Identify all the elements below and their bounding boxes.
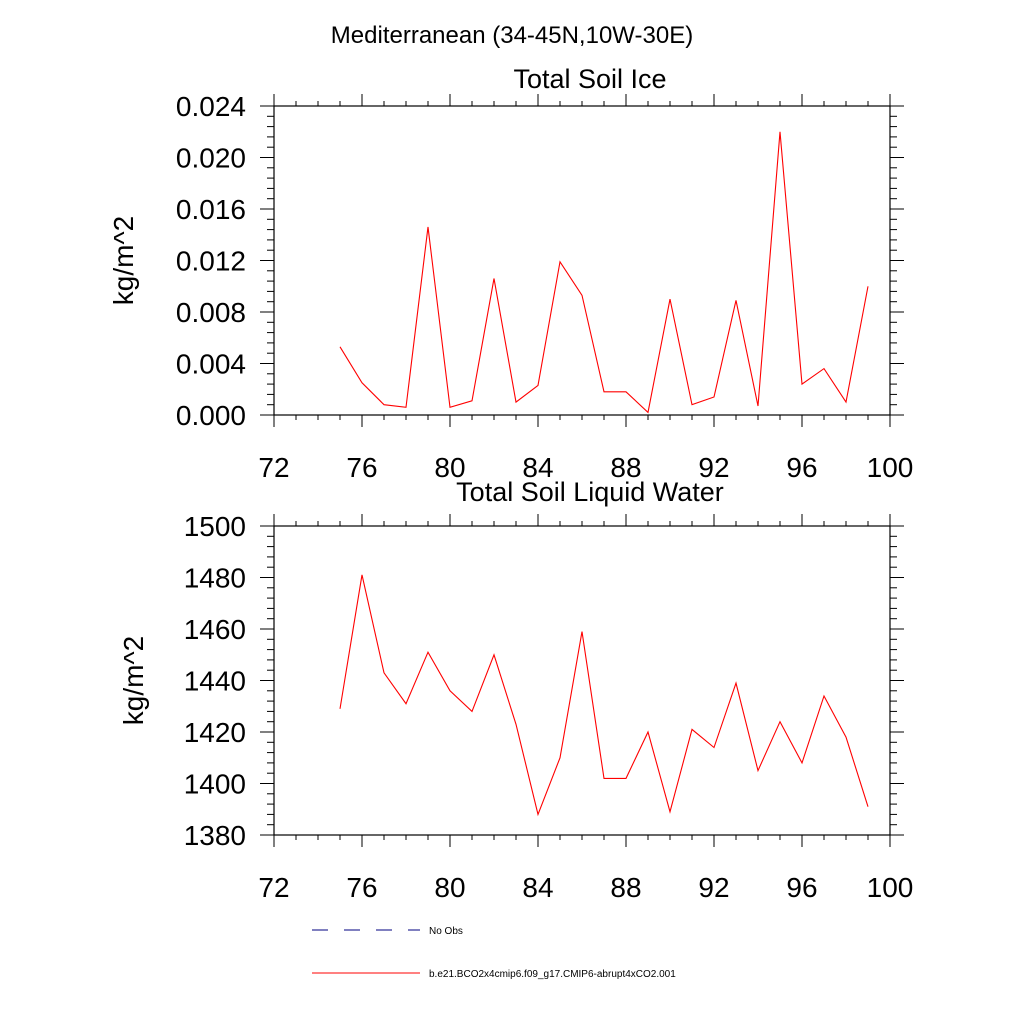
x-tick-label: 100 [867,452,914,483]
plot-frame [273,105,891,416]
x-tick-label: 84 [522,872,553,903]
x-tick-label: 100 [867,872,914,903]
x-tick-label: 84 [522,452,553,483]
x-tick-label: 96 [786,872,817,903]
y-tick-label: 1500 [184,511,246,542]
x-tick-label: 72 [258,872,289,903]
legend-label-1: No Obs [429,926,463,937]
y-tick-label: 1440 [184,666,246,697]
x-tick-label: 76 [346,452,377,483]
panel-title: Total Soil Liquid Water [456,477,724,507]
legend: No Obs b.e21.BCO2x4cmip6.f09_g17.CMIP6-ab… [312,926,676,980]
y-tick-label: 0.012 [176,246,246,277]
y-tick-label: 1460 [184,614,246,645]
panel-total-soil-liquid-water: Total Soil Liquid Water kg/m^2 72 76 80 84 88 9… [118,477,913,903]
x-tick-label: 80 [434,872,465,903]
y-tick-label: 0.024 [176,91,246,122]
y-tick-label: 0.000 [176,400,246,431]
y-tick-label: 1400 [184,769,246,800]
x-tick-label: 92 [698,452,729,483]
x-tick-label: 92 [698,872,729,903]
y-axis-label: kg/m^2 [108,216,139,305]
y-tick-label: 0.020 [176,143,246,174]
y-tick-label: 1420 [184,717,246,748]
x-tick-label: 88 [610,872,641,903]
y-tick-label: 0.004 [176,349,246,380]
panel-title: Total Soil Ice [513,64,666,94]
series-line [339,131,869,414]
y-axis-label: kg/m^2 [118,636,149,725]
panel-total-soil-ice: Total Soil Ice kg/m^2 72 76 80 84 88 92 96 100 0.0… [108,64,913,483]
figure-suptitle: Mediterranean (34-45N,10W-30E) [331,22,693,49]
y-tick-label: 1480 [184,563,246,594]
x-tick-label: 72 [258,452,289,483]
plot-frame [273,525,891,836]
y-tick-label: 1380 [184,820,246,851]
legend-label-2: b.e21.BCO2x4cmip6.f09_g17.CMIP6-abrupt4x… [429,969,676,980]
x-tick-label: 88 [610,452,641,483]
x-tick-label: 80 [434,452,465,483]
x-tick-label: 76 [346,872,377,903]
y-tick-label: 0.008 [176,297,246,328]
series-line [339,574,869,817]
y-tick-label: 0.016 [176,194,246,225]
x-tick-label: 96 [786,452,817,483]
